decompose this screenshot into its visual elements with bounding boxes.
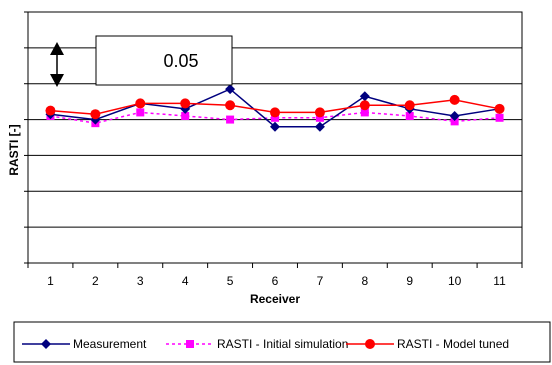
x-tick-label: 4	[182, 274, 189, 288]
data-point	[226, 115, 235, 124]
x-tick-label: 5	[227, 274, 234, 288]
data-point	[450, 117, 459, 126]
data-point	[360, 108, 369, 117]
annotation-box	[95, 35, 233, 86]
x-tick-label: 1	[47, 274, 54, 288]
series	[45, 84, 505, 132]
x-tick-label: 6	[272, 274, 279, 288]
x-tick-label: 9	[406, 274, 413, 288]
legend-marker	[365, 339, 375, 349]
data-point	[359, 100, 370, 111]
series-circle	[45, 94, 505, 120]
legend-label: RASTI - Model tuned	[397, 337, 509, 351]
legend-label: RASTI - Initial simulation	[217, 337, 348, 351]
data-point	[405, 111, 414, 120]
data-point	[359, 91, 370, 102]
legend-marker	[41, 339, 51, 349]
annotation-arrow-down-icon	[50, 74, 64, 87]
legend-marker	[186, 340, 194, 348]
data-point	[270, 121, 280, 132]
data-point	[271, 113, 279, 122]
data-point	[315, 113, 324, 122]
data-point	[449, 110, 460, 121]
x-tick-label: 10	[448, 274, 462, 288]
data-point	[494, 103, 505, 114]
data-point	[449, 94, 460, 105]
data-point	[45, 105, 56, 116]
x-tick-label: 2	[92, 274, 99, 288]
data-point	[314, 121, 325, 132]
legend-label: Measurement	[73, 337, 147, 351]
x-tick-label: 7	[317, 274, 324, 288]
x-tick-label: 8	[361, 274, 368, 288]
annotation-label: 0.05	[163, 51, 198, 71]
annotation-arrow-up-icon	[50, 42, 64, 55]
data-point	[225, 100, 236, 111]
scale-annotation: 0.05	[50, 35, 233, 87]
legend: Measurement RASTI - Initial simulation RAS…	[13, 321, 551, 363]
x-tick-label: 3	[137, 274, 144, 288]
data-point	[495, 113, 504, 122]
data-point	[270, 107, 280, 118]
tick-labels: 1 2 3 4 5 6 7 8 9 10 11	[47, 274, 506, 288]
x-tick-label: 11	[493, 274, 506, 288]
data-point	[90, 109, 101, 120]
data-point	[225, 84, 236, 95]
legend-box	[13, 321, 551, 363]
data-point	[314, 107, 325, 118]
data-point	[135, 98, 146, 109]
plot-frame	[27, 11, 523, 264]
axes	[24, 11, 523, 268]
y-axis-title: RASTI [-]	[7, 124, 21, 175]
data-point	[404, 100, 415, 111]
data-point	[180, 98, 191, 109]
data-point	[136, 108, 145, 117]
x-axis-title: Receiver	[250, 292, 300, 306]
data-point	[181, 111, 190, 120]
